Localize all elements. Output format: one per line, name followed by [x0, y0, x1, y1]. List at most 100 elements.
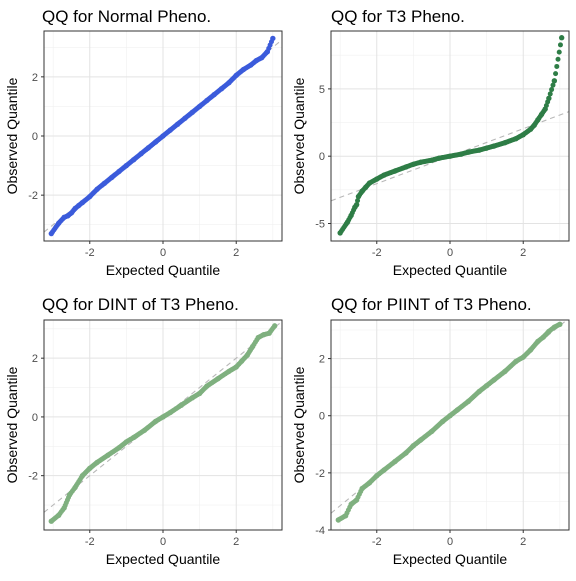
y-tick-label: -2: [315, 468, 325, 480]
data-point: [178, 402, 185, 408]
data-point: [211, 91, 217, 98]
data-point: [260, 331, 267, 338]
data-point: [551, 324, 558, 330]
data-point: [363, 184, 369, 190]
data-point: [344, 219, 351, 225]
data-point: [55, 220, 62, 226]
data-point: [359, 485, 365, 492]
data-point: [403, 164, 409, 170]
data-point: [535, 338, 541, 345]
x-tick-label: 2: [233, 247, 239, 259]
data-point: [271, 323, 278, 329]
y-tick-label: 0: [32, 412, 38, 424]
data-point: [374, 473, 380, 479]
data-points: [337, 35, 565, 236]
x-tick-label: 2: [520, 247, 526, 259]
data-point: [182, 115, 188, 121]
data-point: [549, 87, 555, 93]
data-point: [428, 428, 435, 435]
y-axis-label: Observed Quantile: [4, 77, 20, 194]
data-point: [116, 445, 122, 451]
data-point: [196, 103, 203, 110]
data-point: [546, 95, 552, 102]
reference-line: [44, 321, 282, 513]
x-tick-label: 2: [520, 536, 526, 548]
data-point: [342, 513, 349, 519]
x-tick-label: 0: [160, 536, 166, 548]
data-point: [542, 106, 548, 112]
y-tick-label: 2: [32, 72, 38, 84]
data-point: [204, 97, 210, 104]
data-point: [392, 458, 398, 465]
data-point: [546, 328, 552, 335]
data-point: [145, 145, 152, 151]
data-point: [337, 230, 343, 236]
data-points: [48, 323, 278, 524]
data-point: [48, 230, 55, 237]
data-point: [116, 168, 122, 175]
data-point: [547, 91, 553, 97]
data-point: [335, 517, 342, 523]
data-point: [553, 71, 559, 77]
y-axis-label: Observed Quantile: [291, 366, 307, 483]
qq-panel-4: -2 0 2 -4 -2 0 2 QQ for PIINT of T3 Pheno. Expec…: [291, 295, 570, 567]
data-point: [410, 443, 417, 449]
data-point: [196, 390, 203, 397]
y-tick-label: 0: [319, 151, 325, 163]
data-point: [72, 205, 78, 212]
data-point: [355, 193, 362, 200]
data-point: [255, 334, 261, 341]
chart-title: QQ for PIINT of T3 Pheno.: [331, 295, 532, 314]
x-axis-label: Expected Quantile: [106, 551, 221, 567]
data-point: [550, 82, 556, 88]
data-point: [189, 109, 195, 116]
y-tick-label: 0: [32, 131, 38, 143]
data-point: [476, 147, 482, 153]
data-point: [105, 452, 111, 458]
data-point: [123, 439, 130, 445]
data-point: [403, 450, 409, 456]
chart-title: QQ for Normal Pheno.: [42, 7, 211, 26]
data-point: [527, 347, 534, 353]
data-point: [551, 78, 558, 84]
data-point: [233, 364, 239, 370]
data-point: [538, 111, 545, 118]
data-point: [160, 133, 166, 139]
data-point: [79, 472, 86, 479]
data-point: [418, 159, 424, 165]
data-point: [240, 66, 247, 73]
y-tick-label: 2: [319, 354, 325, 366]
data-point: [152, 139, 159, 145]
data-point: [381, 172, 387, 178]
x-tick-label: -2: [85, 247, 95, 259]
data-points: [48, 35, 276, 237]
data-point: [109, 174, 115, 181]
data-point: [483, 145, 490, 151]
data-point: [253, 57, 260, 64]
x-tick-label: 0: [160, 247, 166, 259]
data-point: [418, 437, 424, 443]
data-point: [174, 121, 181, 127]
data-point: [502, 140, 508, 146]
data-point: [226, 80, 232, 86]
data-point: [374, 176, 380, 182]
x-tick-label: 0: [447, 247, 453, 259]
data-point: [248, 62, 254, 68]
data-point: [259, 54, 265, 61]
data-point: [520, 131, 526, 138]
data-point: [250, 343, 256, 350]
data-point: [244, 352, 250, 358]
data-point: [491, 143, 497, 149]
data-point: [502, 368, 508, 375]
data-point: [160, 414, 166, 420]
data-point: [557, 42, 563, 48]
data-point: [76, 202, 82, 209]
data-point: [540, 334, 547, 340]
data-point: [218, 85, 225, 92]
data-point: [392, 168, 398, 174]
data-point: [79, 199, 86, 206]
data-point: [520, 354, 526, 360]
data-point: [87, 193, 93, 200]
